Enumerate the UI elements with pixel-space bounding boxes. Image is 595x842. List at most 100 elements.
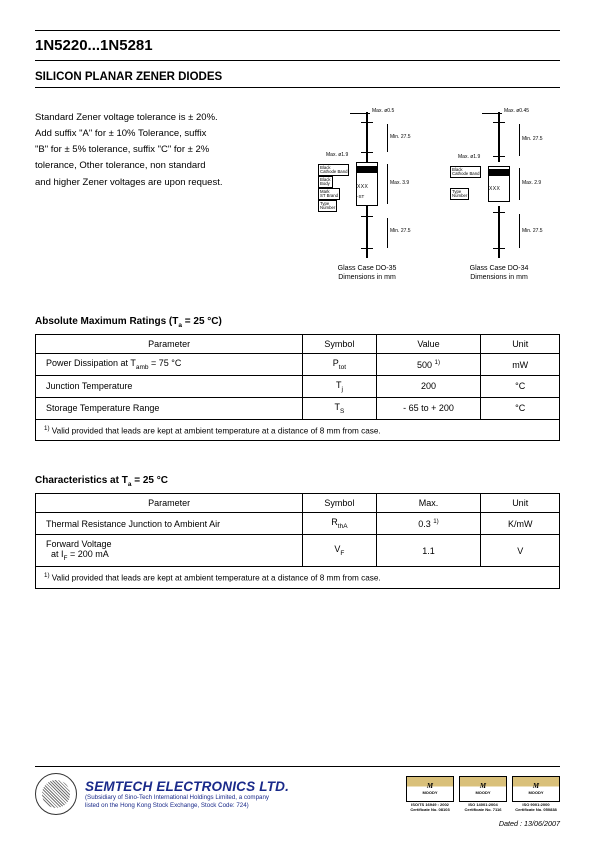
intro-line: and higher Zener voltages are upon reque… [35, 175, 257, 191]
cell-param: Thermal Resistance Junction to Ambient A… [36, 513, 303, 535]
table1-title: Absolute Maximum Ratings (Ta = 25 °C) [35, 316, 560, 329]
sub: thA [338, 523, 348, 530]
col-symbol: Symbol [303, 335, 376, 354]
type-mark: XXX [357, 184, 368, 190]
cell-symbol: RthA [303, 513, 376, 535]
dim-vline [519, 214, 520, 248]
caption-line: Dimensions in mm [338, 274, 396, 281]
txt: Valid provided that leads are kept at am… [50, 574, 381, 583]
package-diagrams: XXX -ST Max. ø0.5 Max. ø1.9 Min. 27.5 Ma… [273, 110, 560, 282]
cell-param: Storage Temperature Range [36, 397, 303, 419]
sup: 1) [433, 518, 439, 525]
table2-title: Characteristics at Ta = 25 °C [35, 475, 560, 488]
table-header-row: Parameter Symbol Max. Unit [36, 494, 560, 513]
dim-lead-bot: Min. 27.5 [522, 228, 543, 234]
label-type: TypeNumber [450, 188, 469, 200]
dim-body-dia: Max. ø1.9 [458, 154, 480, 160]
tick [493, 248, 505, 249]
cell-symbol: VF [303, 535, 376, 567]
cell-unit: V [481, 535, 560, 567]
cell-symbol: Tj [303, 375, 376, 397]
cert-num: Certificate No. 7116 [459, 808, 507, 812]
part-number-title: 1N5220...1N5281 [35, 37, 560, 54]
dim-line [350, 113, 370, 114]
tick [361, 122, 373, 123]
sub: j [341, 386, 342, 393]
txt: MOODY [422, 790, 437, 795]
label-mark: MarkST Brand [318, 188, 340, 200]
package-do34-drawing: XXX Max. ø0.45 Max. ø1.9 Min. 27.5 Max. … [444, 110, 554, 260]
intro-row: Standard Zener voltage tolerance is ± 20… [35, 110, 560, 282]
cert-num: Certificate No. 050838 [512, 808, 560, 812]
cell-symbol: Ptot [303, 354, 376, 376]
dim-vline [519, 124, 520, 156]
sup: 1) [435, 359, 441, 366]
tick [493, 212, 505, 213]
dim-vline [519, 168, 520, 200]
sub: S [340, 408, 344, 415]
t1-title-pre: Absolute Maximum Ratings (T [35, 316, 178, 327]
dated-text: Dated : 13/06/2007 [35, 819, 560, 828]
lead-top [366, 112, 368, 162]
cert-badge-icon: MMOODY [459, 776, 507, 802]
package-do35: XXX -ST Max. ø0.5 Max. ø1.9 Min. 27.5 Ma… [312, 110, 422, 282]
footer-rule [35, 766, 560, 767]
dim-lead-bot: Min. 27.5 [390, 228, 411, 234]
cell-unit: °C [481, 375, 560, 397]
tick [361, 248, 373, 249]
footer: SEMTECH ELECTRONICS LTD. (Subsidiary of … [35, 766, 560, 828]
dim-vline [387, 164, 388, 204]
dim-body-max: Max. 3.9 [390, 180, 409, 186]
table-note: 1) Valid provided that leads are kept at… [36, 419, 560, 441]
sub: tot [339, 364, 346, 371]
cell-value: - 65 to + 200 [376, 397, 481, 419]
footer-row: SEMTECH ELECTRONICS LTD. (Subsidiary of … [35, 773, 560, 815]
company-sub1: (Subsidiary of Sino-Tech International H… [85, 794, 398, 801]
txt: 500 [417, 360, 435, 370]
col-parameter: Parameter [36, 494, 303, 513]
table-characteristics: Parameter Symbol Max. Unit Thermal Resis… [35, 493, 560, 588]
intro-line: tolerance, Other tolerance, non standard [35, 158, 257, 174]
rule-under-subtitle [35, 87, 560, 88]
dim-line [482, 113, 502, 114]
txt: = 200 mA [68, 549, 109, 559]
intro-line: Standard Zener voltage tolerance is ± 20… [35, 110, 257, 126]
label-body: BlackBody [318, 176, 333, 188]
dim-vline [387, 218, 388, 248]
col-unit: Unit [481, 494, 560, 513]
dim-vline [387, 124, 388, 152]
top-rule [35, 30, 560, 31]
cell-param: Power Dissipation at Tamb = 75 °C [36, 354, 303, 376]
t2-title-pre: Characteristics at T [35, 475, 128, 486]
tick [361, 152, 373, 153]
package-do35-caption: Glass Case DO-35 Dimensions in mm [312, 264, 422, 282]
sub: amb [136, 364, 149, 371]
package-do35-drawing: XXX -ST Max. ø0.5 Max. ø1.9 Min. 27.5 Ma… [312, 110, 422, 260]
table-row: Storage Temperature Range TS - 65 to + 2… [36, 397, 560, 419]
txt: 0.3 [418, 519, 433, 529]
tick [493, 122, 505, 123]
table-row: Junction Temperature Tj 200 °C [36, 375, 560, 397]
company-sub2: listed on the Hong Kong Stock Exchange, … [85, 802, 398, 809]
cert-badges: MMOODY ISO/TS 16949 : 2002 Certificate N… [406, 776, 560, 813]
cell-value: 500 1) [376, 354, 481, 376]
type-mark: XXX [489, 186, 500, 192]
cell-unit: K/mW [481, 513, 560, 535]
cert-badge-icon: MMOODY [406, 776, 454, 802]
txt: MOODY [475, 790, 490, 795]
cell-symbol: TS [303, 397, 376, 419]
cert-item: MMOODY ISO 9001:2000 Certificate No. 050… [512, 776, 560, 813]
dim-body-max: Max. 2.9 [522, 180, 541, 186]
package-do34-caption: Glass Case DO-34 Dimensions in mm [444, 264, 554, 282]
cell-param: Junction Temperature [36, 375, 303, 397]
col-unit: Unit [481, 335, 560, 354]
company-name: SEMTECH ELECTRONICS LTD. [85, 779, 398, 794]
cert-num: Certificate No. 08103 [406, 808, 454, 812]
rule-under-title [35, 60, 560, 61]
dim-lead-dia: Max. ø0.45 [504, 108, 529, 114]
table-absolute-max: Parameter Symbol Value Unit Power Dissip… [35, 334, 560, 441]
cell-unit: mW [481, 354, 560, 376]
sub: F [340, 550, 344, 557]
lead-bot [498, 206, 500, 258]
dim-lead-dia: Max. ø0.5 [372, 108, 394, 114]
